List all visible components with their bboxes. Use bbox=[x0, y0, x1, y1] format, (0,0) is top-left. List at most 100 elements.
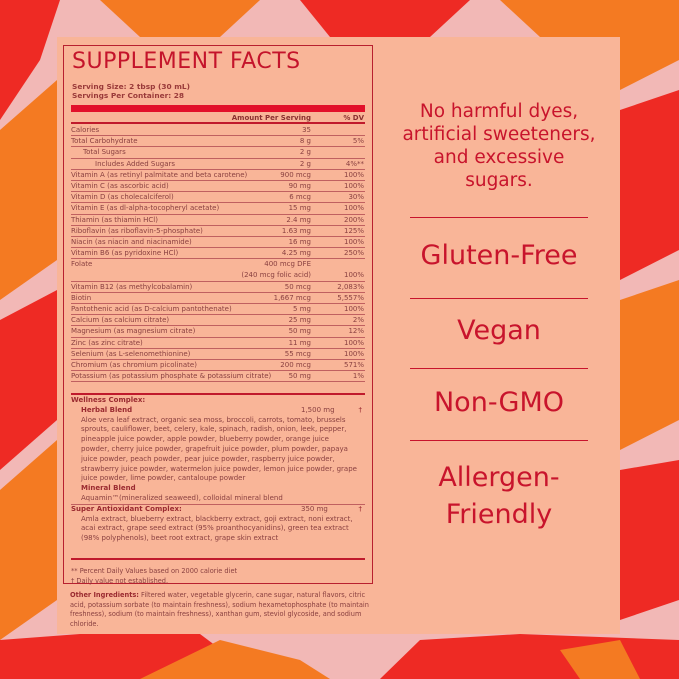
nutrient-dv: 100% bbox=[343, 204, 364, 213]
nutrient-name: Vitamin D (as cholecalciferol) bbox=[71, 193, 174, 202]
nutrient-row: Includes Added Sugars 2 g 4%** bbox=[71, 159, 365, 170]
claim-allergen-friendly: Allergen-Friendly bbox=[438, 462, 560, 530]
nutrient-amount: 16 mg bbox=[288, 237, 311, 246]
nutrient-row: Vitamin D (as cholecalciferol) 6 mcg 30% bbox=[71, 192, 365, 204]
divider bbox=[71, 393, 365, 395]
nutrient-dv: 100% bbox=[343, 170, 364, 179]
nutrient-name: Vitamin A (as retinyl palmitate and beta… bbox=[71, 170, 248, 179]
nutrient-row: Vitamin A (as retinyl palmitate and beta… bbox=[71, 170, 365, 181]
nutrient-amount: 1,667 mcg bbox=[273, 293, 311, 302]
claim-gluten-free: Gluten-Free bbox=[420, 240, 578, 271]
divider bbox=[410, 217, 588, 219]
nutrient-row: Potassium (as potassium phosphate & pota… bbox=[71, 371, 365, 383]
nutrient-row: Chromium (as chromium picolinate) 200 mcg… bbox=[71, 360, 365, 372]
nutrient-row: Vitamin B12 (as methylcobalamin) 50 mcg 2,… bbox=[71, 282, 365, 293]
nutrient-name: Chromium (as chromium picolinate) bbox=[71, 360, 197, 369]
nutrient-row: Total Sugars 2 g bbox=[71, 147, 365, 159]
dv-header: % DV bbox=[343, 114, 364, 122]
nutrient-amount: 4.25 mg bbox=[281, 249, 311, 258]
herbal-label: Herbal Blend bbox=[81, 405, 133, 414]
claim-non-gmo: Non-GMO bbox=[433, 387, 565, 418]
nutrient-name: Calories bbox=[71, 126, 100, 134]
nutrient-amount: 50 mg bbox=[288, 327, 311, 336]
nutrient-name: Includes Added Sugars bbox=[95, 159, 176, 168]
mineral-label: Mineral Blend bbox=[81, 484, 136, 493]
nutrient-name: Riboflavin (as riboflavin-5-phosphate) bbox=[71, 226, 203, 235]
nutrient-row: Total Carbohydrate 8 g 5% bbox=[71, 136, 365, 148]
nutrient-amount: 1.63 mg bbox=[281, 226, 311, 235]
antioxidant-row: Super Antioxidant Complex: 350 mg † bbox=[71, 505, 365, 515]
nutrient-amount: 5 mg bbox=[293, 305, 311, 313]
nutrient-name: Magnesium (as magnesium citrate) bbox=[71, 327, 196, 336]
nutrient-amount: 2 g bbox=[299, 148, 311, 157]
wellness-complex: Wellness Complex: Herbal Blend 1,500 mg … bbox=[71, 396, 365, 544]
nutrient-dv: 30% bbox=[348, 193, 364, 202]
nutrient-dv: 2% bbox=[352, 316, 364, 325]
nutrient-amount: 400 mcg DFE bbox=[264, 260, 311, 269]
nutrient-row: Selenium (as L-selenomethionine) 55 mcg 10… bbox=[71, 349, 365, 360]
mineral-ingredients: Aquamin™(mineralized seaweed), colloidal… bbox=[71, 494, 365, 505]
nutrient-row: Zinc (as zinc citrate) 11 mg 100% bbox=[71, 338, 365, 349]
nutrient-amount: 2 g bbox=[299, 159, 311, 168]
nutrient-dv: 4%** bbox=[345, 159, 364, 168]
nutrient-row: Vitamin C (as ascorbic acid) 90 mg 100% bbox=[71, 181, 365, 193]
herbal-ingredients: Aloe vera leaf extract, organic sea moss… bbox=[81, 415, 357, 483]
antioxidant-label: Super Antioxidant Complex: bbox=[71, 504, 182, 513]
herbal-amount: 1,500 mg bbox=[301, 405, 335, 414]
divider bbox=[410, 440, 588, 442]
nutrient-name: Selenium (as L-selenomethionine) bbox=[71, 349, 191, 358]
footnote-dagger: † Daily value not established. bbox=[71, 576, 169, 585]
nutrient-name: Biotin bbox=[71, 293, 92, 302]
column-headers: Amount Per Serving % DV bbox=[71, 114, 365, 124]
nutrient-name: Vitamin C (as ascorbic acid) bbox=[71, 181, 169, 190]
footnote-dv: ** Percent Daily Values based on 2000 ca… bbox=[71, 567, 238, 575]
claim-vegan: Vegan bbox=[457, 315, 541, 346]
nutrient-name: Zinc (as zinc citrate) bbox=[71, 338, 143, 347]
nutrient-dv: 100% bbox=[343, 349, 364, 358]
nutrient-amount: 11 mg bbox=[288, 338, 311, 347]
nutrient-amount: 25 mg bbox=[288, 316, 311, 325]
nutrient-row: Calcium (as calcium citrate) 25 mg 2% bbox=[71, 315, 365, 327]
nutrient-name: Vitamin B6 (as pyridoxine HCl) bbox=[71, 249, 179, 258]
nutrient-amount: 90 mg bbox=[288, 181, 311, 190]
supplement-facts-label: SUPPLEMENT FACTS Serving Size: 2 tbsp (3… bbox=[63, 45, 373, 586]
nutrient-name: Vitamin E (as dl-alpha-tocopheryl acetat… bbox=[71, 204, 220, 213]
nutrient-amount: 2.4 mg bbox=[286, 215, 311, 224]
nutrient-rows: Calories 35 Total Carbohydrate 8 g 5% Total S… bbox=[71, 125, 365, 383]
other-ingredients-text: Filtered water, vegetable glycerin, cane… bbox=[70, 591, 369, 629]
facts-title: SUPPLEMENT FACTS bbox=[72, 49, 301, 74]
nutrient-row: Magnesium (as magnesium citrate) 50 mg 12% bbox=[71, 326, 365, 338]
nutrient-amount: 900 mcg bbox=[280, 170, 311, 179]
herbal-blend-row: Herbal Blend 1,500 mg † bbox=[71, 406, 365, 416]
nutrient-amount: 15 mg bbox=[288, 204, 311, 213]
nutrient-name: Calcium (as calcium citrate) bbox=[71, 316, 170, 325]
other-ingredients-label: Other Ingredients: bbox=[70, 591, 139, 599]
content-panel bbox=[57, 37, 620, 634]
nutrient-dv: 100% bbox=[343, 237, 364, 246]
tagline: No harmful dyes, artificial sweeteners, … bbox=[402, 101, 596, 191]
wellness-label: Wellness Complex: bbox=[71, 396, 146, 404]
nutrient-dv: 100% bbox=[343, 181, 364, 190]
servings-per-container: Servings Per Container: 28 bbox=[72, 91, 185, 100]
nutrient-row: Calories 35 bbox=[71, 125, 365, 137]
nutrient-dv: 5% bbox=[352, 137, 364, 146]
amount-header: Amount Per Serving bbox=[231, 114, 311, 122]
nutrient-row: Pantothenic acid (as D-calcium pantothen… bbox=[71, 304, 365, 316]
header-bar bbox=[71, 105, 365, 112]
nutrient-dv: 250% bbox=[343, 249, 364, 258]
serving-info: Serving Size: 2 tbsp (30 mL) Servings Pe… bbox=[72, 82, 190, 100]
nutrient-name: Thiamin (as thiamin HCl) bbox=[71, 215, 158, 224]
nutrient-row: (240 mcg folic acid) 100% bbox=[71, 270, 365, 282]
nutrient-name: Pantothenic acid (as D-calcium pantothen… bbox=[71, 305, 232, 313]
nutrient-row: Biotin 1,667 mcg 5,557% bbox=[71, 293, 365, 304]
nutrient-dv: 1% bbox=[352, 372, 364, 381]
divider bbox=[71, 558, 365, 560]
nutrient-name: Potassium (as potassium phosphate & pota… bbox=[71, 372, 272, 381]
antioxidant-ingredients: Amla extract, blueberry extract, blackbe… bbox=[81, 514, 353, 543]
footnotes: ** Percent Daily Values based on 2000 ca… bbox=[71, 567, 237, 586]
herbal-dv: † bbox=[358, 405, 363, 414]
nutrient-dv: 100% bbox=[343, 271, 364, 280]
nutrient-dv: 100% bbox=[343, 338, 364, 347]
antioxidant-amount: 350 mg bbox=[301, 504, 328, 513]
